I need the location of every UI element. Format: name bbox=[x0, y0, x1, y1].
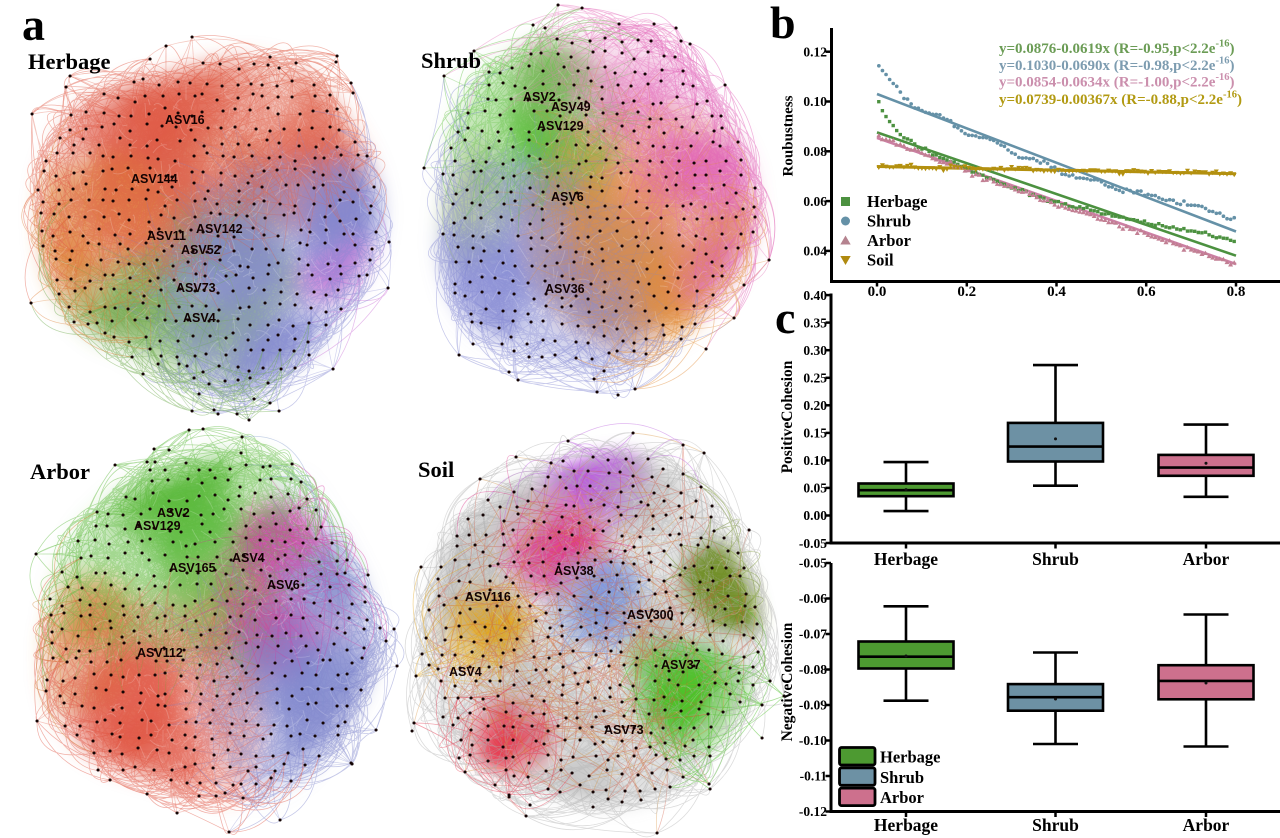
svg-text:ASV144: ASV144 bbox=[131, 172, 178, 186]
svg-text:0.12: 0.12 bbox=[803, 44, 827, 59]
svg-text:Herbage: Herbage bbox=[874, 815, 938, 835]
svg-text:0.0: 0.0 bbox=[868, 284, 887, 300]
svg-text:NegativeCohesion: NegativeCohesion bbox=[779, 622, 796, 741]
svg-text:Shrub: Shrub bbox=[1032, 815, 1079, 835]
svg-text:ASV4: ASV4 bbox=[183, 311, 216, 325]
svg-text:-0.10: -0.10 bbox=[799, 733, 827, 748]
svg-text:-0.06: -0.06 bbox=[799, 591, 827, 606]
svg-text:0.6: 0.6 bbox=[1137, 284, 1156, 300]
svg-text:0.30: 0.30 bbox=[803, 343, 827, 358]
svg-text:y=0.0854-0.0634x (R=-1.00,p<2.: y=0.0854-0.0634x (R=-1.00,p<2.2e-16) bbox=[999, 72, 1234, 91]
svg-text:ASV11: ASV11 bbox=[147, 229, 186, 243]
svg-text:0.06: 0.06 bbox=[803, 194, 827, 209]
svg-text:Arbor: Arbor bbox=[1183, 815, 1230, 835]
svg-text:0.10: 0.10 bbox=[803, 94, 827, 109]
svg-text:-0.08: -0.08 bbox=[799, 662, 827, 677]
svg-text:0.8: 0.8 bbox=[1227, 284, 1246, 300]
svg-text:0.35: 0.35 bbox=[803, 315, 827, 330]
svg-text:0.10: 0.10 bbox=[803, 453, 827, 468]
svg-text:-0.09: -0.09 bbox=[799, 698, 827, 713]
svg-text:-0.05: -0.05 bbox=[799, 536, 827, 551]
svg-text:a: a bbox=[22, 0, 45, 50]
svg-text:Shrub: Shrub bbox=[867, 212, 911, 231]
svg-text:0.25: 0.25 bbox=[803, 370, 827, 385]
svg-text:ASV52: ASV52 bbox=[181, 243, 221, 257]
svg-text:Roubustness: Roubustness bbox=[781, 95, 797, 176]
svg-text:ASV4: ASV4 bbox=[449, 665, 482, 679]
svg-text:0.2: 0.2 bbox=[957, 284, 976, 300]
svg-text:c: c bbox=[775, 292, 795, 343]
svg-text:0.15: 0.15 bbox=[803, 426, 827, 441]
svg-text:ASV73: ASV73 bbox=[604, 723, 644, 737]
svg-text:ASV2: ASV2 bbox=[523, 90, 556, 104]
svg-text:Soil: Soil bbox=[867, 251, 894, 270]
svg-text:ASV6: ASV6 bbox=[551, 190, 584, 204]
svg-text:ASV37: ASV37 bbox=[661, 658, 701, 672]
svg-text:PositiveCohesion: PositiveCohesion bbox=[779, 360, 796, 473]
svg-text:y=0.0739-0.00367x (R=-0.88,p<2: y=0.0739-0.00367x (R=-0.88,p<2.2e-16) bbox=[999, 90, 1242, 109]
svg-text:ASV2: ASV2 bbox=[157, 506, 190, 520]
svg-text:-0.12: -0.12 bbox=[799, 804, 827, 819]
svg-text:ASV116: ASV116 bbox=[465, 590, 511, 604]
svg-text:y=0.0876-0.0619x (R=-0.95,p<2.: y=0.0876-0.0619x (R=-0.95,p<2.2e-16) bbox=[999, 39, 1234, 58]
svg-text:-0.07: -0.07 bbox=[799, 627, 827, 642]
svg-text:-0.05: -0.05 bbox=[799, 556, 827, 571]
svg-text:y=0.1030-0.0690x (R=-0.98,p<2.: y=0.1030-0.0690x (R=-0.98,p<2.2e-16) bbox=[999, 56, 1234, 75]
svg-text:Soil: Soil bbox=[418, 457, 454, 482]
svg-text:Herbage: Herbage bbox=[874, 549, 938, 569]
svg-text:Shrub: Shrub bbox=[880, 768, 924, 787]
svg-text:Herbage: Herbage bbox=[867, 192, 927, 211]
svg-text:b: b bbox=[770, 0, 796, 48]
svg-text:0.4: 0.4 bbox=[1047, 284, 1066, 300]
svg-text:ASV112: ASV112 bbox=[137, 646, 183, 660]
svg-text:ASV129: ASV129 bbox=[537, 119, 584, 133]
svg-text:0.05: 0.05 bbox=[803, 481, 827, 496]
svg-text:ASV165: ASV165 bbox=[169, 561, 216, 575]
svg-text:ASV129: ASV129 bbox=[134, 519, 181, 533]
svg-text:0.04: 0.04 bbox=[803, 244, 827, 259]
svg-text:ASV38: ASV38 bbox=[554, 564, 594, 578]
svg-text:Herbage: Herbage bbox=[880, 748, 940, 767]
svg-text:ASV142: ASV142 bbox=[196, 222, 243, 236]
svg-text:0.08: 0.08 bbox=[803, 144, 827, 159]
svg-text:Arbor: Arbor bbox=[880, 788, 924, 807]
svg-text:ASV36: ASV36 bbox=[545, 282, 585, 296]
svg-text:ASV4: ASV4 bbox=[232, 551, 265, 565]
svg-text:Shrub: Shrub bbox=[421, 48, 481, 73]
svg-text:Arbor: Arbor bbox=[30, 459, 90, 484]
svg-text:Arbor: Arbor bbox=[867, 231, 911, 250]
svg-text:-0.11: -0.11 bbox=[800, 769, 828, 784]
svg-text:Herbage: Herbage bbox=[28, 49, 110, 74]
svg-text:0.20: 0.20 bbox=[803, 398, 827, 413]
svg-text:ASV16: ASV16 bbox=[165, 113, 205, 127]
svg-text:ASV6: ASV6 bbox=[267, 578, 300, 592]
svg-text:0.40: 0.40 bbox=[803, 288, 827, 303]
svg-text:Arbor: Arbor bbox=[1183, 549, 1230, 569]
svg-text:0.00: 0.00 bbox=[803, 508, 827, 523]
svg-text:ASV49: ASV49 bbox=[551, 100, 591, 114]
svg-text:Shrub: Shrub bbox=[1032, 549, 1079, 569]
svg-text:ASV73: ASV73 bbox=[176, 281, 216, 295]
svg-text:ASV300: ASV300 bbox=[627, 608, 674, 622]
